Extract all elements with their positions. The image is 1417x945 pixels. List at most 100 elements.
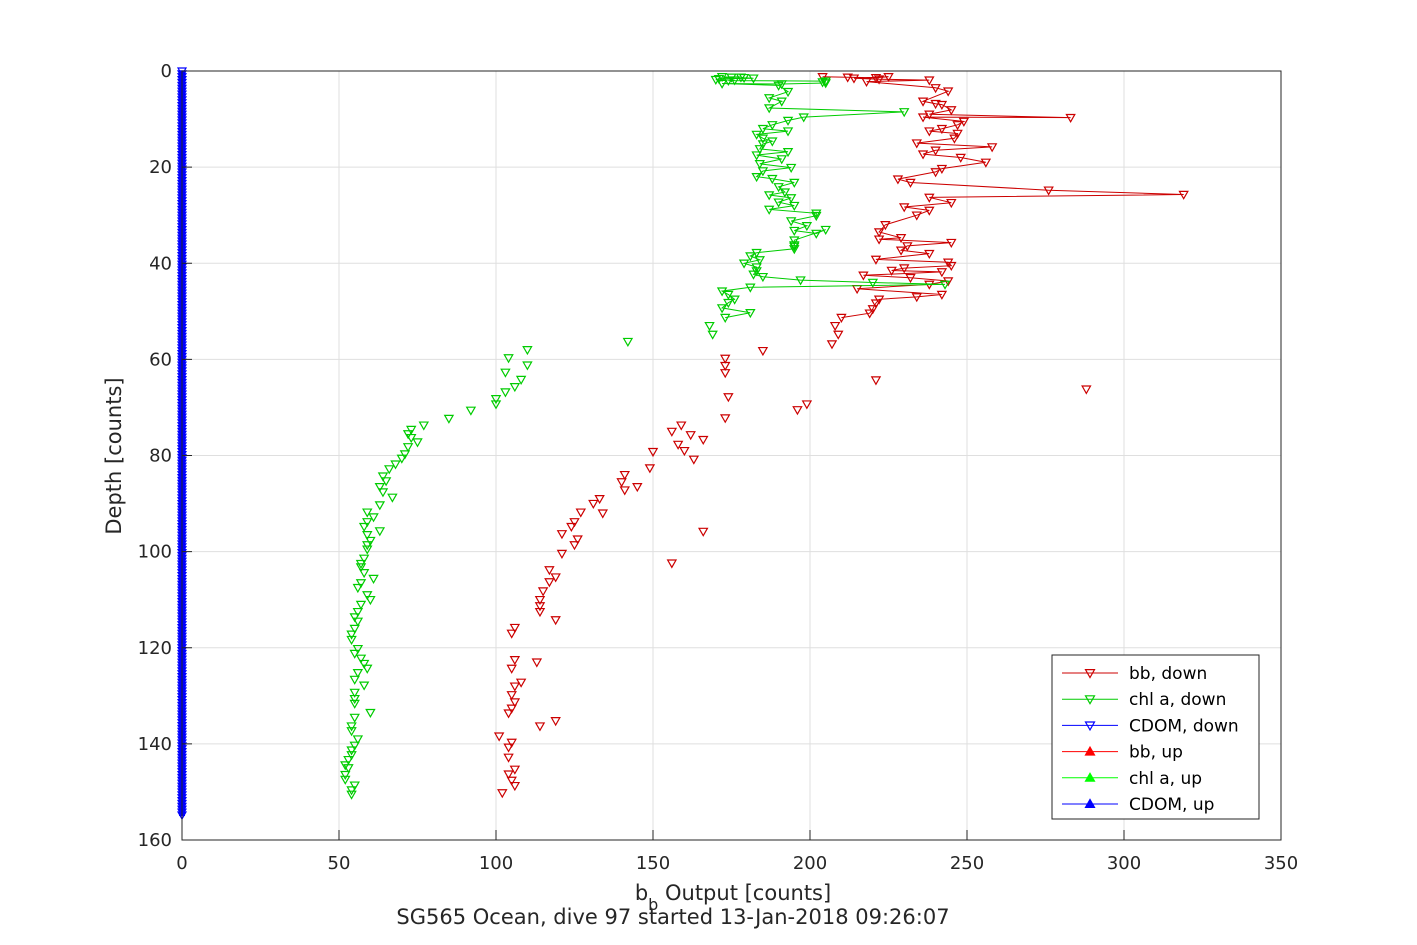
data-point-bb-down xyxy=(679,446,690,457)
data-point-bb-down xyxy=(936,124,948,135)
x-tick-label: 250 xyxy=(950,853,984,874)
x-tick-label: 0 xyxy=(176,853,187,874)
data-point-bb-down xyxy=(698,435,709,446)
data-point-bb-down xyxy=(594,495,605,505)
data-point-bb-down xyxy=(506,704,517,714)
legend-item-bb-down: bb, down xyxy=(1062,664,1207,684)
data-point-chl-a-down xyxy=(795,276,806,286)
data-point-chl-a-down xyxy=(377,488,389,498)
data-point-bb-down xyxy=(515,678,527,688)
y-tick-label: 100 xyxy=(138,542,172,563)
data-point-chl-a-down xyxy=(789,201,800,211)
data-point-chl-a-down xyxy=(346,746,357,756)
data-point-chl-a-down xyxy=(738,259,750,269)
data-point-chl-a-down xyxy=(365,536,376,546)
data-point-chl-a-down xyxy=(789,242,800,252)
y-tick-label: 60 xyxy=(149,349,172,370)
data-point-bb-down xyxy=(534,607,546,618)
data-point-bb-down xyxy=(588,499,599,509)
legend-item-chl-a-down: chl a, down xyxy=(1062,690,1226,710)
y-tick-label: 160 xyxy=(138,830,172,851)
data-point-chl-a-down xyxy=(352,735,364,745)
data-point-chl-a-down xyxy=(352,583,364,594)
data-point-chl-a-down xyxy=(763,94,775,104)
data-point-chl-a-down xyxy=(362,664,373,674)
data-point-chl-a-down xyxy=(340,770,351,781)
data-point-chl-a-down xyxy=(509,383,521,393)
data-point-bb-down xyxy=(861,77,872,87)
data-point-bb-down xyxy=(870,73,882,84)
data-point-chl-a-down xyxy=(820,225,831,236)
data-point-chl-a-down xyxy=(402,443,414,453)
data-point-bb-down xyxy=(672,440,684,450)
data-point-chl-a-down xyxy=(867,278,879,288)
y-axis-ticks: 0 20 40 60 80 100 120 140 160 xyxy=(138,61,192,851)
data-point-chl-a-down xyxy=(340,775,351,785)
data-point-bb-down xyxy=(503,743,514,753)
data-point-bb-down xyxy=(1043,186,1054,196)
data-point-chl-a-down xyxy=(782,127,794,137)
data-point-chl-a-down xyxy=(763,205,775,215)
data-point-chl-a-down xyxy=(346,722,357,732)
data-point-bb-down xyxy=(544,578,555,588)
data-point-chl-a-down xyxy=(723,298,734,309)
data-point-bb-down xyxy=(537,587,549,597)
data-point-bb-down xyxy=(719,361,731,372)
data-point-chl-a-down xyxy=(349,688,360,698)
data-point-bb-down xyxy=(911,211,922,221)
data-point-bb-down xyxy=(836,313,847,323)
data-point-bb-down xyxy=(723,393,734,403)
data-point-chl-a-down xyxy=(380,477,392,487)
data-point-chl-a-down xyxy=(503,354,514,364)
legend-marker xyxy=(1084,772,1096,782)
data-point-chl-a-down xyxy=(349,713,360,723)
data-point-bb-down xyxy=(644,464,656,474)
y-tick-label: 40 xyxy=(149,253,172,274)
data-point-chl-a-down xyxy=(465,406,477,416)
data-point-bb-down xyxy=(895,234,907,244)
data-point-bb-down xyxy=(892,175,904,185)
data-point-chl-a-down xyxy=(352,644,364,655)
data-point-chl-a-down xyxy=(515,375,527,385)
data-point-chl-a-down xyxy=(358,659,370,670)
data-point-chl-a-down xyxy=(729,76,740,86)
data-point-bb-down xyxy=(534,722,546,732)
data-point-chl-a-down xyxy=(801,222,813,232)
x-tick-label: 200 xyxy=(793,853,827,874)
data-point-chl-a-down xyxy=(343,755,354,766)
data-point-bb-down xyxy=(902,242,913,252)
data-point-bb-down xyxy=(826,340,838,350)
legend-label: CDOM, up xyxy=(1129,795,1214,815)
data-point-bb-down xyxy=(550,717,561,727)
data-point-chl-a-down xyxy=(374,501,386,511)
data-point-bb-down xyxy=(1081,385,1092,395)
x-axis-label-subscript: b xyxy=(648,895,658,914)
data-point-bb-down xyxy=(924,193,935,203)
data-point-bb-down xyxy=(829,321,841,332)
legend-label: chl a, down xyxy=(1129,690,1226,710)
legend: bb, down chl a, down CDOM, down bb, up chl a… xyxy=(1051,654,1260,820)
data-point-chl-a-down xyxy=(754,160,765,170)
data-point-bb-down xyxy=(757,346,769,357)
data-point-bb-down xyxy=(556,530,568,540)
data-point-chl-a-down xyxy=(751,151,762,161)
data-point-chl-a-down xyxy=(349,699,360,709)
data-point-bb-down xyxy=(550,616,561,626)
data-point-chl-a-down xyxy=(355,654,367,664)
legend-item-cdom-up: CDOM, up xyxy=(1062,795,1214,815)
data-point-chl-a-down xyxy=(745,252,756,262)
data-point-chl-a-down xyxy=(782,87,794,98)
data-point-bb-down xyxy=(719,414,731,424)
data-point-chl-a-down xyxy=(707,330,718,340)
data-point-bb-down xyxy=(917,150,929,160)
data-point-bb-down xyxy=(842,73,853,83)
data-point-bb-down xyxy=(719,354,731,364)
data-point-chl-a-down xyxy=(349,624,360,634)
data-point-chl-a-down xyxy=(757,167,769,177)
x-axis-label-rest: Output [counts] xyxy=(658,881,831,905)
data-point-chl-a-down xyxy=(384,465,395,475)
data-point-chl-a-down xyxy=(767,121,778,131)
data-point-chl-a-down xyxy=(374,482,386,493)
data-point-bb-down xyxy=(1065,113,1076,124)
data-point-bb-down xyxy=(870,299,882,309)
